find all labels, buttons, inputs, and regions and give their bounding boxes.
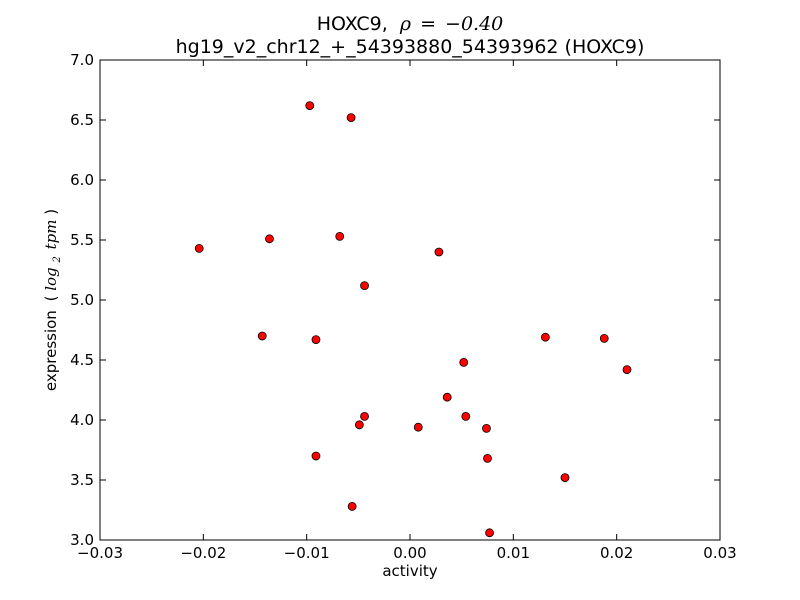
data-point	[346, 113, 356, 122]
data-point	[483, 453, 492, 463]
x-tick-label: 0.02	[600, 544, 633, 562]
data-point	[265, 234, 274, 244]
data-point	[459, 357, 469, 367]
y-axis-label-close: )	[42, 209, 60, 215]
title-gene: HOXC9,	[317, 13, 388, 35]
data-point	[360, 411, 369, 421]
data-point	[482, 423, 491, 433]
y-tick-label: 3.0	[70, 531, 94, 549]
x-tick-label: 0.01	[497, 544, 530, 562]
data-point	[305, 101, 315, 110]
y-tick-label: 4.5	[70, 351, 94, 369]
data-point	[335, 231, 345, 241]
y-tick-label: 6.0	[70, 171, 94, 189]
x-axis-ticks: −0.03 −0.02 −0.01 0.00 0.01 0.02 0.03	[77, 60, 737, 562]
data-point	[560, 473, 570, 483]
y-axis-label-open: (	[42, 296, 60, 302]
y-axis-label-var: tpm	[42, 220, 60, 250]
x-tick-label: 0.00	[393, 544, 426, 562]
data-point	[257, 331, 267, 341]
data-point	[194, 243, 204, 253]
title-equals: =	[420, 13, 436, 35]
y-tick-label: 7.0	[70, 51, 94, 69]
y-axis-label-sub: 2	[52, 256, 63, 263]
x-tick-label: −0.02	[180, 544, 226, 562]
x-axis-label: activity	[382, 562, 437, 580]
data-point	[461, 411, 471, 421]
y-axis-label-log: log	[42, 267, 60, 290]
data-points	[194, 101, 632, 538]
data-point	[360, 281, 369, 291]
y-axis-label: expression ( log 2 tpm )	[42, 209, 64, 391]
title-rho-symbol: ρ	[399, 13, 412, 35]
data-point	[599, 333, 609, 343]
chart-subtitle: hg19_v2_chr12_+_54393880_54393962 (HOXC9…	[176, 36, 645, 58]
data-point	[485, 528, 494, 538]
data-point	[442, 392, 452, 402]
data-point	[622, 365, 632, 375]
y-tick-label: 4.0	[70, 411, 94, 429]
y-tick-label: 5.5	[70, 231, 94, 249]
data-point	[354, 420, 364, 430]
data-point	[413, 422, 423, 432]
x-tick-label: −0.01	[284, 544, 330, 562]
y-tick-label: 5.0	[70, 291, 94, 309]
data-point	[347, 501, 357, 511]
data-point	[540, 332, 550, 342]
y-tick-label: 6.5	[70, 111, 94, 129]
data-point	[311, 335, 321, 345]
x-tick-label: −0.03	[77, 544, 123, 562]
title-rho-value: −0.40	[445, 13, 503, 35]
data-point	[311, 451, 321, 461]
x-tick-label: 0.03	[703, 544, 736, 562]
y-tick-label: 3.5	[70, 471, 94, 489]
plot-area	[99, 59, 721, 541]
y-axis-label-text: expression	[42, 310, 60, 391]
chart-title: HOXC9, ρ = −0.40	[317, 13, 504, 35]
data-point	[434, 247, 444, 257]
y-axis-ticks: 3.0 3.5 4.0 4.5 5.0 5.5 6.0 6.5 7.0	[70, 51, 720, 549]
